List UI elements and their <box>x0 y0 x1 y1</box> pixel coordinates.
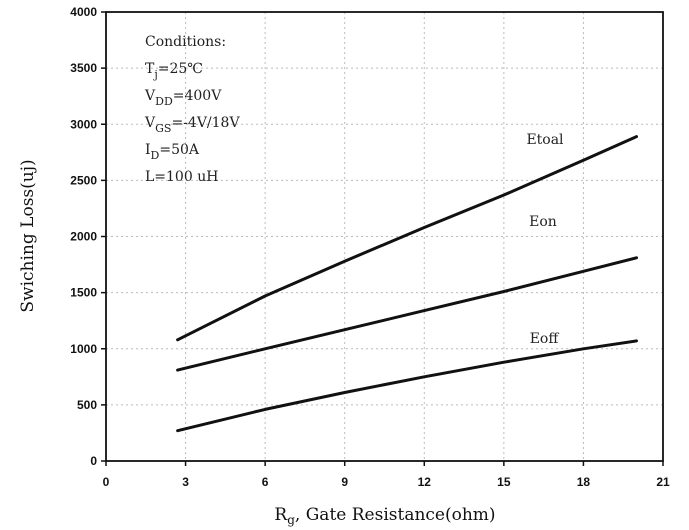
series-labels: Etoal Eon Eoff <box>526 132 564 347</box>
y-tick-label: 3500 <box>70 61 97 75</box>
x-tick-label: 18 <box>577 475 591 489</box>
y-tick-label: 2000 <box>70 230 97 244</box>
x-axis-label-sub: g <box>287 513 295 527</box>
series-line-etoal <box>176 135 638 342</box>
x-tick-label: 12 <box>418 475 432 489</box>
series-label-eoff: Eoff <box>530 331 560 347</box>
y-axis-label: Swiching Loss(uj) <box>18 159 38 312</box>
x-tick-label: 21 <box>656 475 670 489</box>
series-lines <box>176 135 638 433</box>
x-tick-label: 9 <box>341 475 348 489</box>
y-tick-label: 3000 <box>70 117 97 131</box>
conditions-annotation: Conditions: Tj=25℃ VDD=400V VGS=-4V/18V ID=… <box>144 34 240 185</box>
grid <box>106 12 663 461</box>
series-line-eon <box>176 256 638 372</box>
plot-frame <box>105 11 664 462</box>
x-tick-label: 0 <box>103 475 110 489</box>
x-tick-label: 6 <box>262 475 269 489</box>
conditions-line: Tj=25℃ <box>145 61 203 81</box>
y-tick-label: 0 <box>90 454 97 468</box>
y-tick-label: 2500 <box>70 173 97 187</box>
y-tick-label: 4000 <box>70 5 97 19</box>
x-axis-label-rest: , Gate Resistance(ohm) <box>295 505 496 525</box>
conditions-line: VGS=-4V/18V <box>144 115 240 135</box>
x-axis-label-main: R <box>274 505 288 525</box>
conditions-line: VDD=400V <box>144 88 222 108</box>
x-tick-label: 3 <box>182 475 189 489</box>
conditions-title: Conditions: <box>145 34 226 50</box>
axis-ticks: 0 3 6 9 12 15 18 21 0 500 1000 1500 2000 2500 3000 3500… <box>70 5 670 489</box>
y-tick-label: 500 <box>77 398 97 412</box>
conditions-line: L=100 uH <box>145 169 218 185</box>
y-tick-label: 1000 <box>70 342 97 356</box>
y-tick-label: 1500 <box>70 286 97 300</box>
series-line-eoff <box>176 339 638 433</box>
x-tick-label: 15 <box>497 475 511 489</box>
x-axis-label: Rg, Gate Resistance(ohm) <box>274 505 495 527</box>
series-label-etoal: Etoal <box>526 132 564 148</box>
conditions-line: ID=50A <box>145 142 200 162</box>
series-label-eon: Eon <box>529 214 557 230</box>
